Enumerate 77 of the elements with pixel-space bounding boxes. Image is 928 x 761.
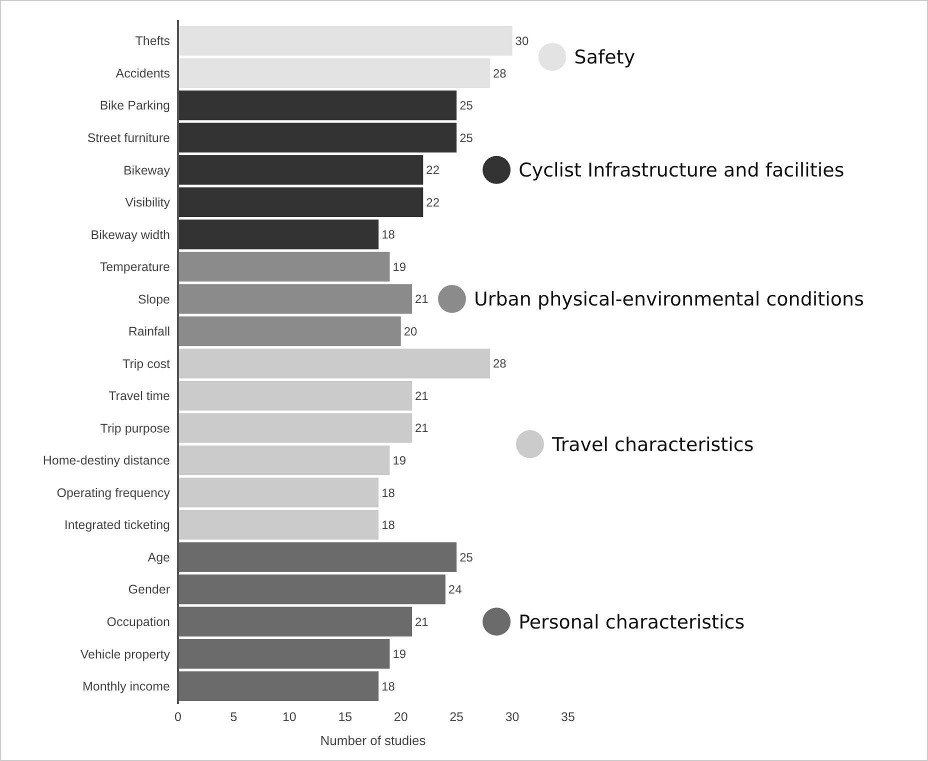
legend-label: Cyclist Infrastructure and facilities [518,160,844,182]
bar [178,639,390,669]
data-label: 18 [382,486,396,500]
bar [178,284,412,314]
bar [178,478,379,508]
bar [178,316,401,346]
data-label: 21 [415,388,429,403]
bar [178,252,390,282]
bar [178,58,490,88]
legend-label: Safety [574,46,636,69]
bar [178,155,424,185]
data-label: 19 [392,260,406,274]
bar [178,413,412,443]
data-label: 28 [493,66,507,80]
x-tick-label: 30 [505,710,520,724]
bar [178,510,379,540]
data-label: 25 [460,130,474,145]
y-tick-label: Rainfall [128,324,170,339]
y-tick-label: Temperature [100,260,170,274]
bar [178,348,490,378]
y-tick-label: Vehicle property [80,647,171,662]
data-label: 19 [392,453,406,468]
data-label: 30 [515,34,529,48]
y-tick-label: Accidents [116,66,170,80]
legend-label: Personal characteristics [518,611,745,634]
y-tick-label: Street furniture [87,131,170,146]
y-tick-label: Visibility [125,196,171,210]
x-tick-label: 15 [338,710,352,724]
y-tick-label: Gender [128,582,170,597]
bar [178,606,412,636]
y-tick-label: Bikeway width [90,228,170,242]
data-label: 21 [415,614,429,629]
data-label: 24 [448,582,462,597]
bar [178,445,390,476]
data-label: 22 [426,163,440,178]
bar [178,380,412,411]
y-tick-label: Home-destiny distance [42,454,170,468]
x-tick-label: 0 [174,710,182,724]
bar [178,220,379,250]
y-tick-label: Slope [138,292,170,306]
bar [178,671,379,701]
x-tick-label: 10 [282,710,296,724]
data-label: 20 [404,324,418,338]
y-tick-label: Occupation [106,615,170,629]
data-label: 25 [460,98,474,113]
legend-label: Travel characteristics [551,434,754,456]
bar [178,187,424,218]
bar [178,542,457,572]
data-label: 28 [493,356,507,371]
y-tick-label: Operating frequency [56,486,171,500]
y-tick-label: Integrated ticketing [64,518,170,532]
x-tick-label: 5 [230,710,238,724]
x-axis-title: Number of studies [320,733,426,748]
x-tick-label: 20 [394,710,408,724]
y-tick-label: Monthly income [82,680,170,694]
data-label: 25 [460,550,474,564]
data-label: 21 [415,421,429,436]
data-label: 18 [382,228,396,242]
bar [178,26,512,56]
data-label: 22 [426,195,440,210]
data-label: 18 [382,679,396,694]
x-tick-label: 25 [450,710,464,724]
bar [178,122,457,152]
y-tick-label: Travel time [108,389,170,404]
y-tick-label: Trip cost [122,356,171,371]
y-tick-label: Bike Parking [100,98,170,113]
data-label: 19 [392,647,406,662]
bar [178,574,446,604]
y-tick-label: Age [148,550,170,564]
y-tick-label: Bikeway [123,163,171,178]
y-tick-label: Trip purpose [100,421,170,436]
data-label: 18 [382,518,396,532]
bar [178,90,457,120]
y-tick-label: Thefts [135,34,170,48]
data-label: 21 [415,292,429,306]
legend-label: Urban physical-environmental conditions [474,288,864,311]
x-tick-label: 35 [561,710,575,724]
